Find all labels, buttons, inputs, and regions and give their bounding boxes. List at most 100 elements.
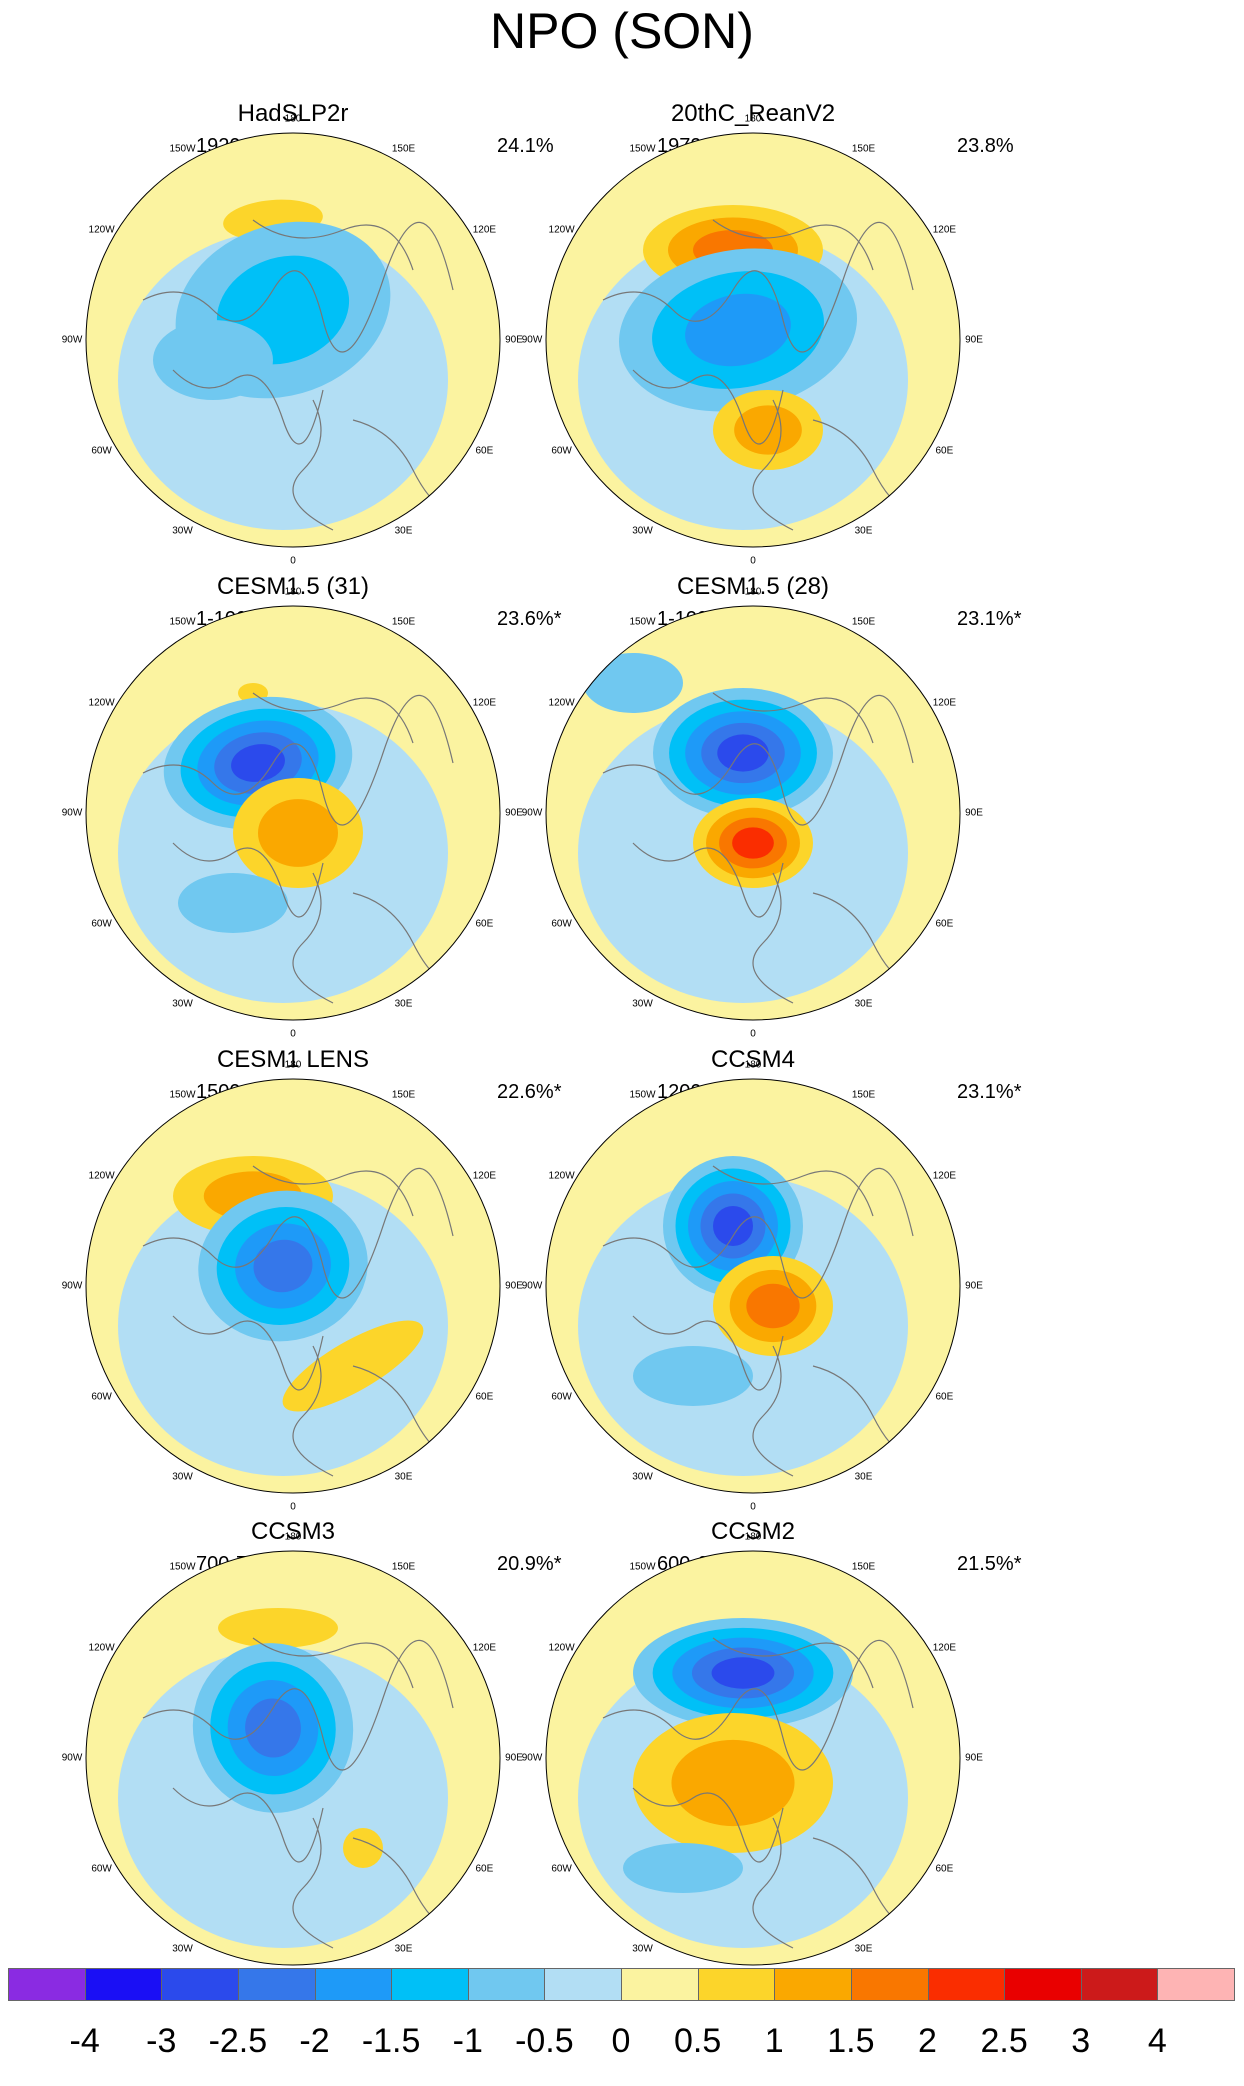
colorbar-label: -1 (452, 2022, 483, 2060)
map-panel: CESM1.5 (28)1-10023.1%*180150E120E90E60E… (460, 573, 1080, 1048)
polar-map (85, 1550, 501, 1966)
colorbar-label: 0 (611, 2022, 631, 2060)
longitude-label: 30E (394, 1943, 413, 1955)
longitude-label: 120E (932, 1642, 957, 1653)
longitude-label: 120E (932, 697, 957, 708)
negative-contour (717, 734, 769, 772)
longitude-label: 90W (521, 807, 543, 819)
negative-contour (685, 293, 791, 367)
longitude-label: 90W (61, 1752, 83, 1764)
longitude-label: 120E (472, 697, 497, 708)
negative-contour (583, 653, 683, 713)
negative-contour (633, 1346, 753, 1406)
longitude-label: 60W (91, 918, 112, 929)
longitude-label: 180 (744, 113, 762, 125)
negative-contour (231, 744, 285, 782)
colorbar-label: -2.5 (208, 2022, 268, 2060)
longitude-label: 90W (61, 807, 83, 819)
map-boundary (85, 1550, 501, 1966)
positive-contour (746, 1283, 800, 1329)
positive-contour (671, 1739, 795, 1827)
colorbar-swatch (544, 1968, 622, 2001)
longitude-label: 90E (505, 807, 523, 819)
longitude-label: 60E (935, 1391, 954, 1402)
longitude-label: 0 (750, 555, 756, 567)
polar-map (85, 605, 501, 1021)
colorbar-swatch (84, 1968, 163, 2001)
colorbar-swatch (621, 1968, 699, 2001)
longitude-label: 60E (935, 445, 954, 456)
longitude-label: 90W (61, 1280, 83, 1292)
longitude-label: 60W (551, 1863, 572, 1874)
panel-title: 20thC_ReanV2 (670, 100, 836, 127)
longitude-label: 90E (965, 807, 983, 819)
coastline (142, 219, 454, 531)
longitude-label: 30W (632, 525, 653, 537)
longitude-label: 60W (91, 445, 112, 456)
panel-title: HadSLP2r (237, 100, 349, 127)
longitude-label: 0 (290, 1501, 296, 1513)
negative-contour (623, 1843, 743, 1893)
map-panel: CCSM3700-79920.9%*180150E120E90E60E30E03… (0, 1518, 620, 1993)
coastline (142, 1165, 454, 1477)
longitude-label: 120W (548, 697, 575, 708)
map-boundary (545, 605, 961, 1021)
longitude-label: 120E (472, 224, 497, 235)
longitude-label: 30W (172, 998, 193, 1010)
longitude-label: 60W (551, 918, 572, 929)
longitude-label: 90E (965, 1280, 983, 1292)
map-boundary (85, 605, 501, 1021)
longitude-label: 90E (505, 334, 523, 346)
colorbar-swatch (314, 1968, 393, 2001)
map-boundary (545, 1078, 961, 1494)
panel-title: CESM1.5 (28) (676, 573, 830, 600)
longitude-label: 180 (744, 586, 762, 598)
panel-percent: 20.9%* (497, 1553, 562, 1575)
colorbar-label: -3 (146, 2022, 177, 2060)
longitude-label: 30E (394, 998, 413, 1010)
longitude-label: 30W (172, 1471, 193, 1483)
colorbar-swatch (237, 1968, 316, 2001)
longitude-label: 180 (284, 1059, 302, 1071)
longitude-label: 120E (472, 1642, 497, 1653)
colorbar-label: 2 (918, 2022, 937, 2060)
longitude-label: 90W (61, 334, 83, 346)
panel-title: CESM1 LENS (216, 1046, 370, 1073)
longitude-label: 150W (629, 1089, 656, 1101)
negative-contour (253, 1239, 313, 1293)
map-panel: 20thC_ReanV21979-201223.8%180150E120E90E… (460, 100, 1080, 575)
map-panel: CESM1 LENS1500-159922.6%*180150E120E90E6… (0, 1046, 620, 1521)
longitude-label: 60E (935, 918, 954, 929)
panel-percent: 23.1%* (957, 1081, 1022, 1103)
longitude-label: 30W (632, 1943, 653, 1955)
longitude-label: 30E (854, 525, 873, 537)
longitude-label: 30W (632, 1471, 653, 1483)
panel-title: CCSM2 (710, 1518, 795, 1545)
negative-contour (711, 1657, 775, 1689)
longitude-label: 120W (88, 224, 115, 235)
coastline (142, 1637, 454, 1949)
polar-map (545, 1078, 961, 1494)
longitude-label: 180 (284, 586, 302, 598)
coastline (142, 692, 454, 1004)
longitude-label: 120E (932, 1170, 957, 1181)
longitude-label: 150W (169, 616, 196, 628)
longitude-label: 0 (290, 555, 296, 567)
positive-contour (732, 827, 774, 859)
longitude-label: 60W (91, 1863, 112, 1874)
longitude-label: 150E (851, 1561, 876, 1573)
map-panel: CCSM41200-129923.1%*180150E120E90E60E30E… (460, 1046, 1080, 1521)
figure-title: NPO (SON) (490, 3, 754, 59)
longitude-label: 180 (744, 1531, 762, 1543)
polar-map (85, 1078, 501, 1494)
longitude-label: 60W (551, 1391, 572, 1402)
coastline (602, 1165, 914, 1477)
longitude-label: 120E (472, 1170, 497, 1181)
colorbar-swatch (161, 1968, 239, 2001)
longitude-label: 150E (851, 616, 876, 628)
longitude-label: 120W (88, 697, 115, 708)
colorbar-swatch (927, 1968, 1006, 2001)
colorbar-swatch (774, 1968, 852, 2001)
longitude-label: 0 (750, 1028, 756, 1040)
negative-contour (245, 1698, 301, 1758)
